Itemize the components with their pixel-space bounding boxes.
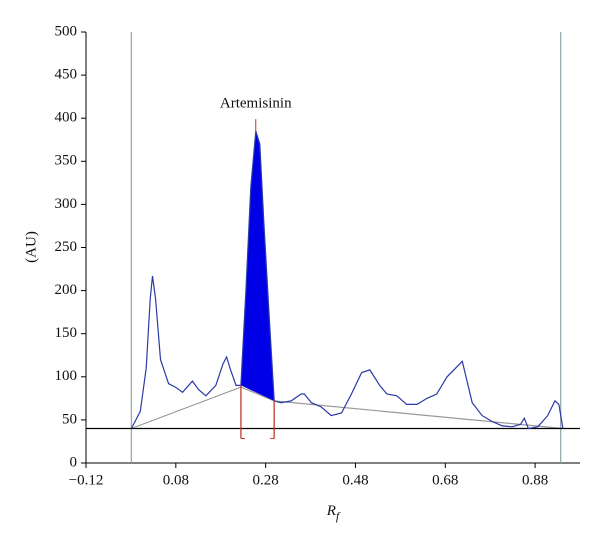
x-tick-label: 0.88 xyxy=(522,472,548,488)
x-label-sub: f xyxy=(336,509,341,523)
peak-annotation: Artemisinin xyxy=(220,96,292,112)
x-tick-label: 0.28 xyxy=(253,472,279,488)
peak-area xyxy=(240,131,275,401)
y-tick-label: 200 xyxy=(55,282,78,298)
y-tick-label: 50 xyxy=(62,411,77,427)
y-tick-label: 450 xyxy=(55,67,78,83)
y-tick-label: 400 xyxy=(55,110,78,126)
y-tick-label: 500 xyxy=(55,23,78,39)
y-axis-label: (AU) xyxy=(23,231,39,263)
x-label-main: R xyxy=(326,503,336,519)
x-tick-label: 0.68 xyxy=(432,472,458,488)
x-axis-label: Rf xyxy=(326,503,341,522)
x-tick-label: 0.48 xyxy=(342,472,368,488)
y-tick-label: 100 xyxy=(55,368,78,384)
y-tick-label: 350 xyxy=(55,153,78,169)
y-tick-label: 0 xyxy=(70,454,78,470)
x-tick-label: −0.12 xyxy=(69,472,104,488)
baseline xyxy=(131,386,563,430)
y-tick-label: 150 xyxy=(55,325,78,341)
x-tick-label: 0.08 xyxy=(163,472,189,488)
chromatogram-line xyxy=(130,130,564,430)
y-tick-label: 250 xyxy=(55,239,78,255)
y-tick-label: 300 xyxy=(55,196,78,212)
